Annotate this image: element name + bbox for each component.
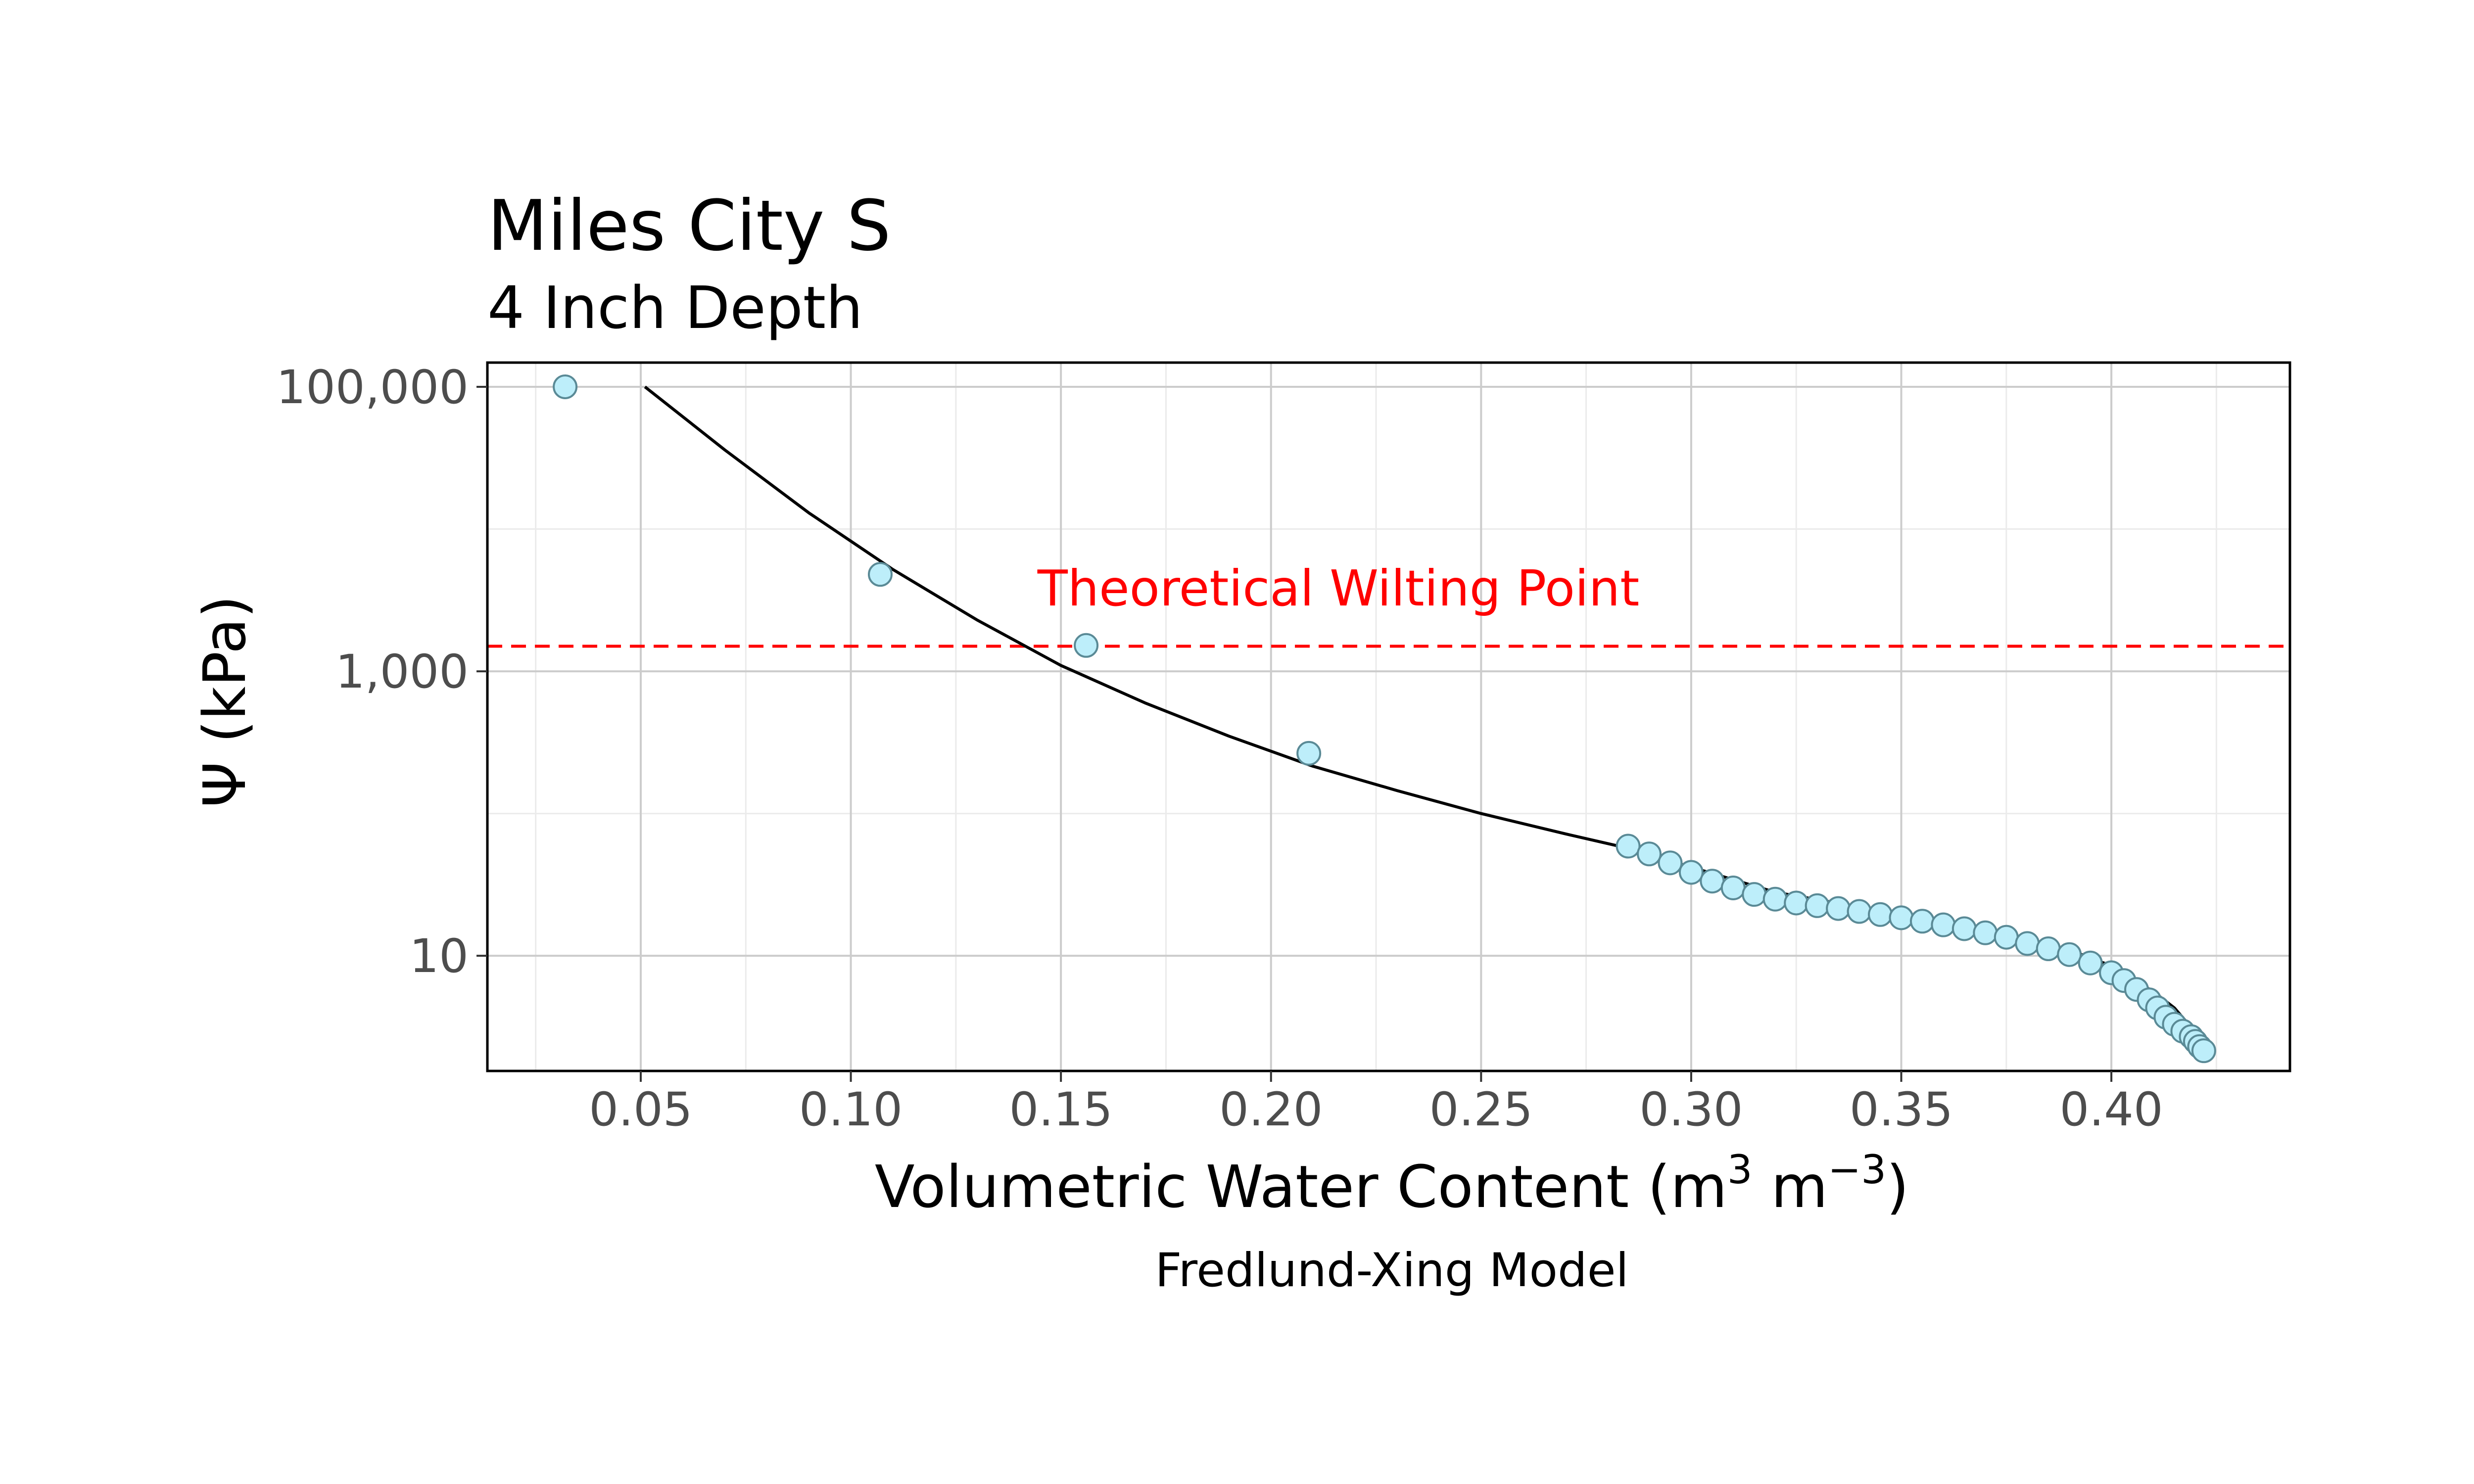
data-point (1951, 916, 1977, 941)
data-point (1720, 875, 1746, 900)
x-tick-label: 0.15 (1009, 1083, 1112, 1137)
data-point (1784, 890, 1809, 916)
plot-frame (486, 361, 2291, 1072)
data-point (1074, 633, 1099, 658)
data-point (1805, 893, 1830, 918)
data-point (1658, 850, 1683, 876)
data-point (2015, 931, 2040, 956)
y-tick-label: 10 (409, 929, 469, 983)
x-tick-label: 0.05 (589, 1083, 692, 1137)
plot-background (487, 363, 2290, 1071)
data-point (1909, 909, 1935, 934)
data-point (2036, 936, 2061, 962)
data-point (1868, 902, 1893, 927)
x-tick-label: 0.20 (1219, 1083, 1323, 1137)
data-point (2191, 1038, 2216, 1064)
data-point (2078, 950, 2103, 975)
x-tick-label: 0.40 (2059, 1083, 2163, 1137)
chart-title: Miles City S (487, 186, 891, 267)
minor-gridlines (487, 363, 2290, 1071)
data-points (553, 374, 2216, 1064)
data-point (1742, 882, 1767, 907)
y-tick-label: 100,000 (276, 361, 469, 415)
data-point (1678, 860, 1704, 885)
data-point (2057, 942, 2082, 967)
data-point (1296, 741, 1322, 766)
data-point (1994, 925, 2019, 950)
data-point (1826, 896, 1851, 921)
data-point (1931, 912, 1956, 937)
data-point (1636, 841, 1662, 867)
x-tick-label: 0.25 (1429, 1083, 1533, 1137)
data-point (1616, 834, 1641, 859)
wilting-point-label: Theoretical Wilting Point (1037, 559, 1640, 617)
data-point (1700, 869, 1725, 894)
x-axis-title: Volumetric Water Content (m3 m−3) (875, 1147, 1909, 1221)
y-axis-ticks: 10 1,000 100,000 (276, 361, 487, 983)
x-tick-label: 0.30 (1639, 1083, 1743, 1137)
x-axis-ticks: 0.05 0.10 0.15 0.20 0.25 0.30 0.35 0.40 (589, 1071, 2163, 1137)
plot-border (486, 361, 2291, 1072)
data-point (1847, 899, 1872, 924)
data-point (553, 374, 578, 399)
y-axis-title: Ψ (kPa) (190, 596, 259, 808)
chart-caption: Fredlund-Xing Model (1155, 1244, 1628, 1298)
data-point (1889, 905, 1914, 930)
chart-subtitle: 4 Inch Depth (487, 274, 863, 342)
data-point (1762, 886, 1788, 912)
x-tick-label: 0.10 (799, 1083, 903, 1137)
y-tick-label: 1,000 (335, 645, 469, 699)
major-gridlines (487, 363, 2290, 1071)
data-point (867, 562, 893, 587)
data-point (1973, 920, 1998, 945)
x-tick-label: 0.35 (1850, 1083, 1953, 1137)
